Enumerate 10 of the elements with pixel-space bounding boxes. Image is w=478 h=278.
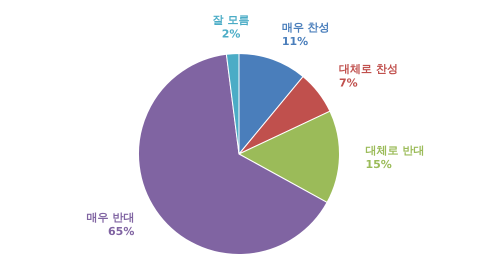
data-label: 15%	[365, 158, 392, 171]
slice-label: 대체로 찬성	[338, 62, 398, 76]
data-label: 11%	[282, 34, 308, 48]
data-label: 2%	[222, 28, 240, 41]
data-label: 65%	[108, 224, 134, 238]
slice-label: 매우 찬성	[282, 20, 330, 34]
slice-label: 대체로 반대	[365, 144, 424, 157]
slice-label: 매우 반대	[86, 210, 134, 224]
slice-label: 잘 모름	[212, 14, 250, 27]
data-label: 7%	[338, 76, 358, 90]
